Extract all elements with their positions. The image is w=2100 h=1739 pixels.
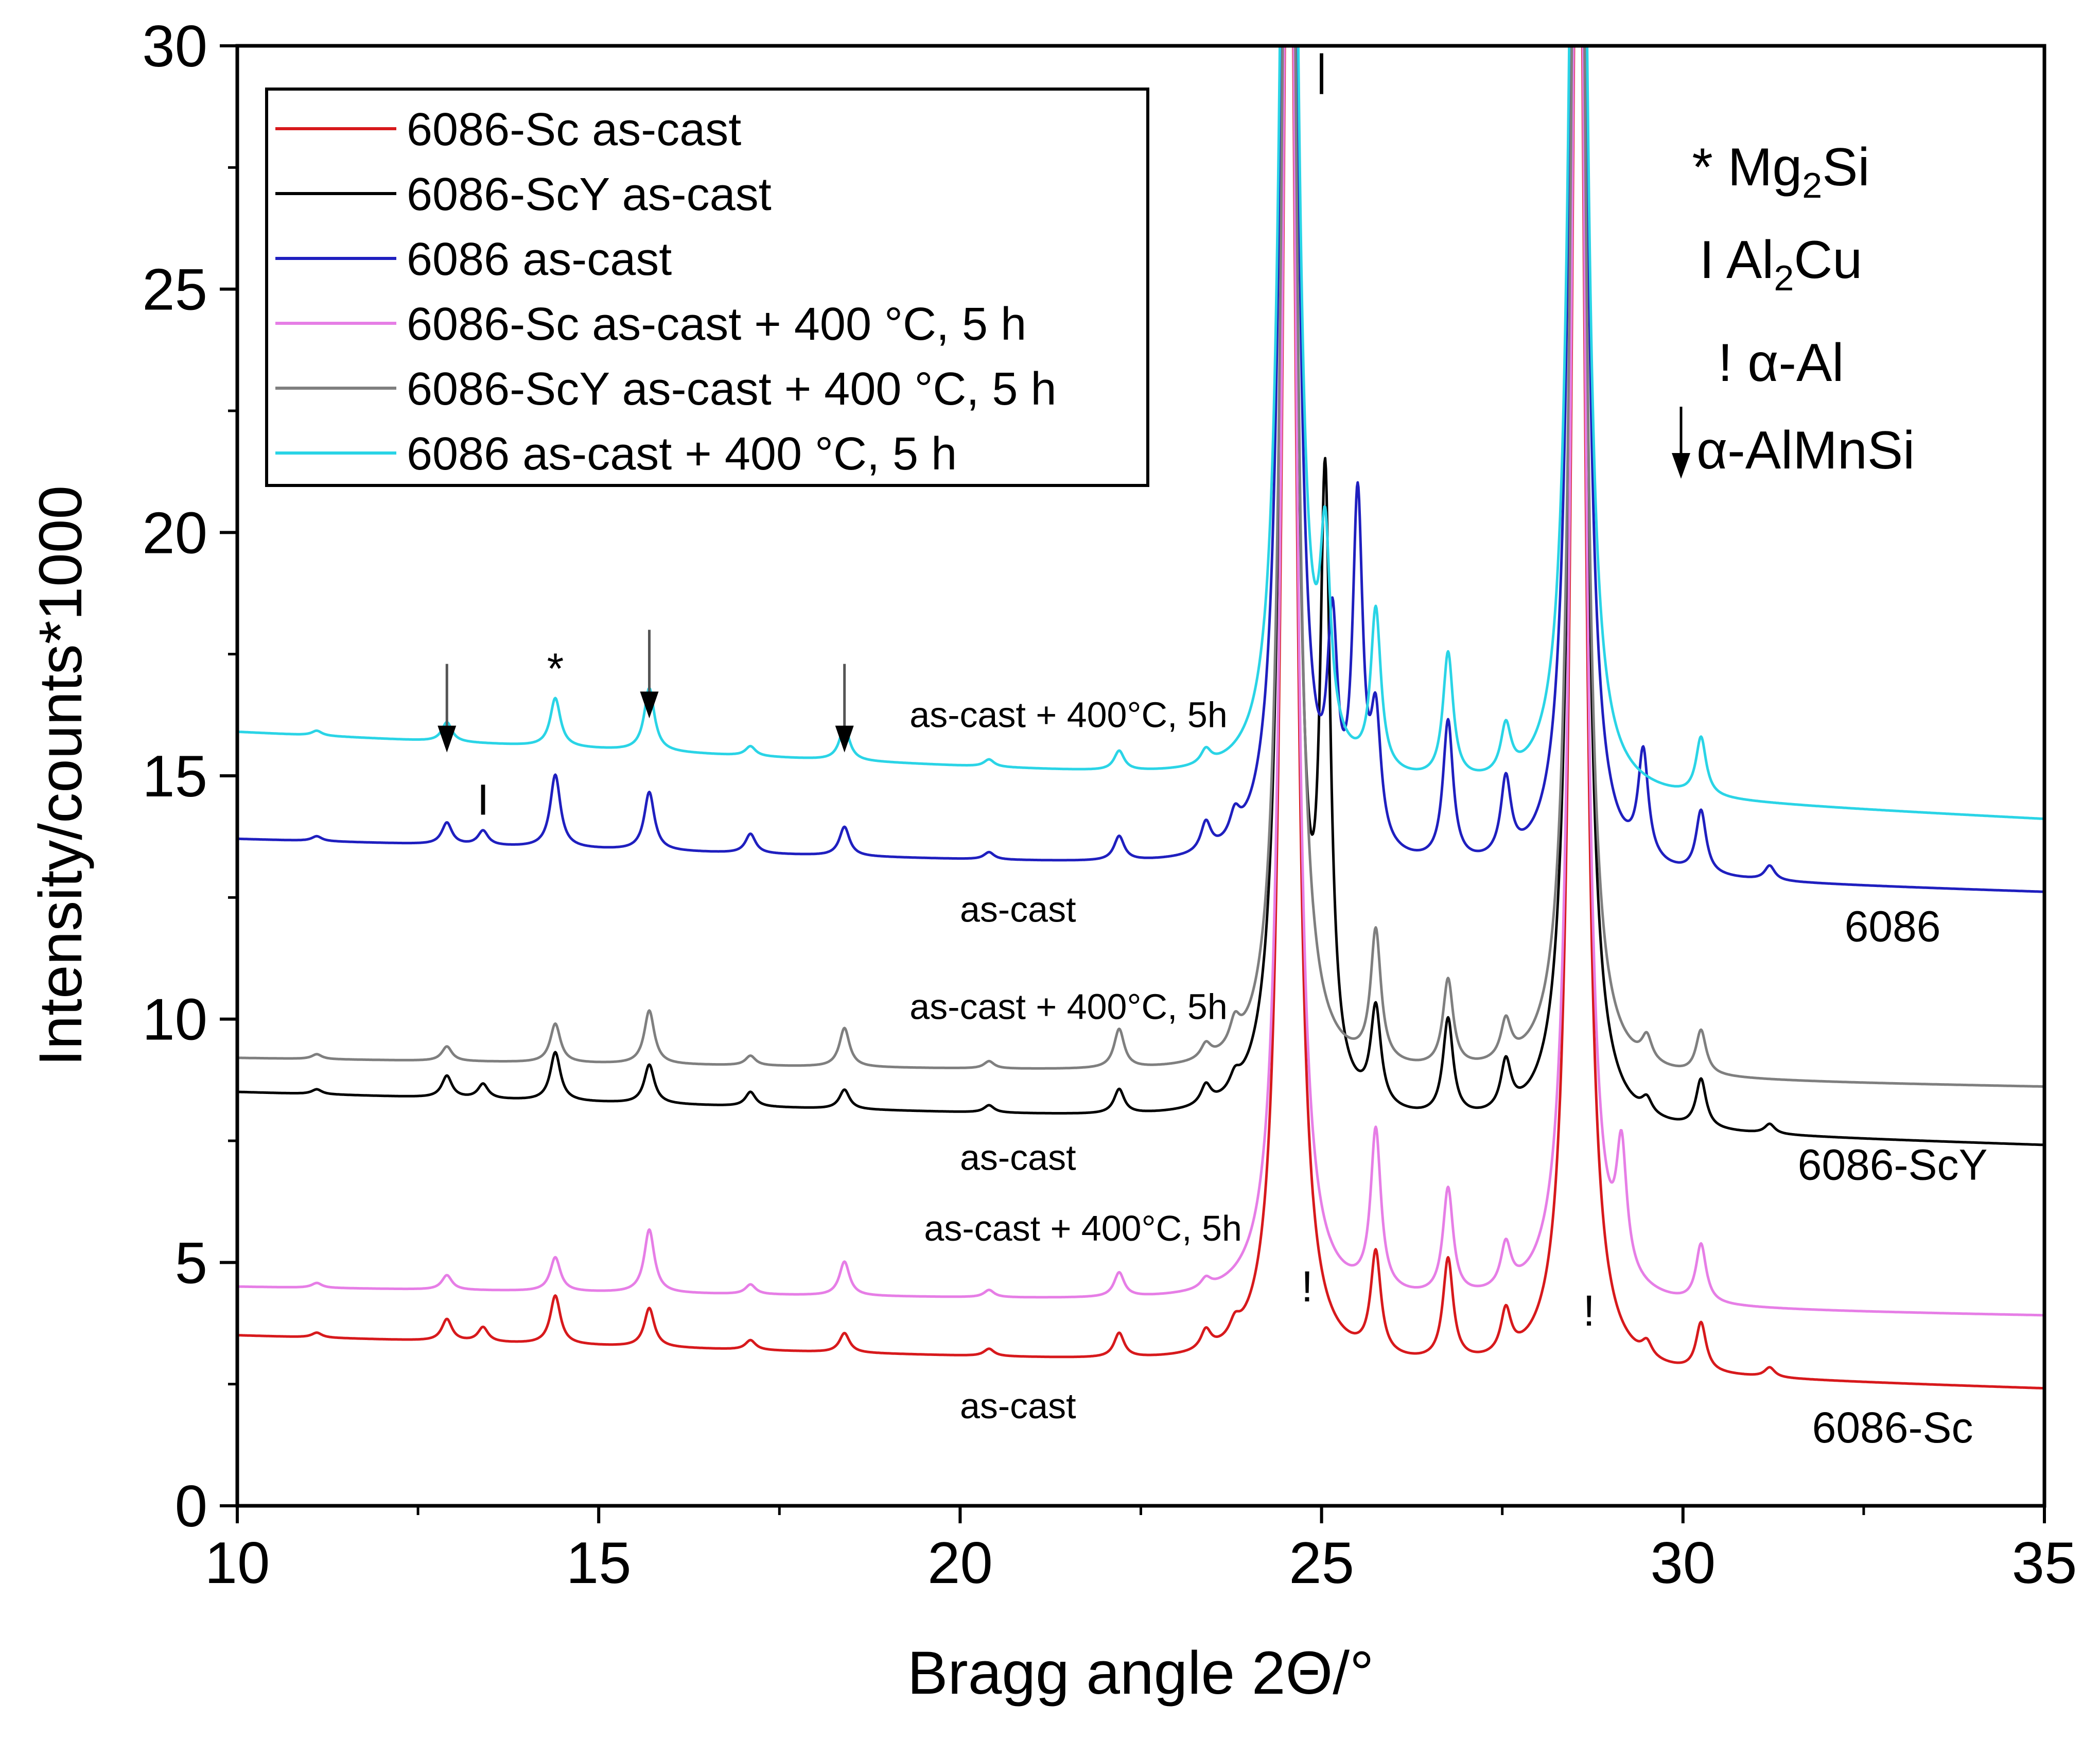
series-line-2: [237, 46, 2044, 893]
legend-label-2: 6086 as-cast: [407, 234, 672, 285]
legend-label-5: 6086 as-cast + 400 °C, 5 h: [407, 428, 957, 480]
legend-label-3: 6086-Sc as-cast + 400 °C, 5 h: [407, 299, 1026, 350]
series-line-3: [237, 46, 2044, 1317]
y-tick-label: 25: [142, 257, 207, 323]
x-tick-label: 30: [1650, 1531, 1716, 1596]
ann-sc-heat: as-cast + 400°C, 5h: [924, 1208, 1242, 1248]
phase-legend-alpha-almnsi: α-AlMnSi: [1696, 421, 1915, 480]
ann-6086-heat: as-cast + 400°C, 5h: [909, 694, 1228, 735]
legend-label-1: 6086-ScY as-cast: [407, 169, 772, 220]
ann-scy: 6086-ScY: [1798, 1141, 1988, 1189]
x-tick-label: 15: [566, 1531, 632, 1596]
y-tick-label: 15: [142, 744, 207, 809]
x-tick-label: 10: [205, 1531, 270, 1596]
series-line-1: [237, 46, 2044, 1146]
phase-legend-al2cu: I Al2Cu: [1700, 230, 1862, 298]
ann-scy-heat: as-cast + 400°C, 5h: [909, 987, 1228, 1027]
phase-legend: * Mg2Si I Al2Cu ! α-Al α-AlMnSi: [1672, 137, 1915, 480]
marker-almnsi-3-arrow-icon: [835, 664, 854, 753]
series-line-4: [237, 46, 2044, 1088]
y-axis-title: Intensity/counts*1000: [27, 485, 95, 1066]
legend: 6086-Sc as-cast 6086-ScY as-cast 6086 as-c…: [265, 88, 1149, 487]
annotations: as-cast + 400°C, 5h as-cast 6086 as-cast + …: [909, 694, 1987, 1452]
phase-legend-arrow-icon: [1672, 453, 1690, 479]
y-tick-label: 20: [142, 500, 207, 566]
ann-scy-cast: as-cast: [960, 1138, 1076, 1178]
marker-almnsi-1-arrow-icon: [437, 664, 457, 753]
legend-label-0: 6086-Sc as-cast: [407, 104, 741, 155]
marker-al-top: |: [1316, 46, 1327, 94]
marker-al-2: !: [1583, 1286, 1595, 1335]
y-tick-label: 0: [175, 1474, 207, 1539]
x-axis-title: Bragg angle 2Θ/°: [907, 1639, 1374, 1707]
marker-al-1: !: [1301, 1262, 1313, 1311]
ann-6086-cast: as-cast: [960, 890, 1076, 930]
marker-mg2si: *: [547, 644, 564, 692]
phase-legend-mg2si: * Mg2Si: [1692, 137, 1869, 205]
axes: 10 15 20 25 30 35 0 5 10 15 20 25 30: [142, 14, 2077, 1596]
y-tick-label: 30: [142, 14, 207, 79]
series-line-0: [237, 46, 2044, 1390]
legend-label-4: 6086-ScY as-cast + 400 °C, 5 h: [407, 363, 1057, 415]
marker-al2cu: I: [477, 776, 489, 824]
phase-legend-alpha-al: ! α-Al: [1718, 333, 1844, 393]
ann-sc: 6086-Sc: [1812, 1403, 1973, 1452]
peak-markers: * I!! |: [437, 46, 1595, 1335]
ann-sc-cast: as-cast: [960, 1386, 1076, 1426]
legend-items: 6086-Sc as-cast 6086-ScY as-cast 6086 as-c…: [275, 104, 1057, 480]
x-tick-label: 35: [2012, 1531, 2077, 1596]
y-tick-label: 10: [142, 987, 207, 1053]
y-tick-label: 5: [175, 1230, 207, 1296]
x-tick-label: 20: [927, 1531, 993, 1596]
series-line-5: [237, 46, 2044, 821]
series-layer: [237, 46, 2044, 1390]
marker-almnsi-2-arrow-icon: [640, 630, 659, 719]
x-tick-label: 25: [1289, 1531, 1354, 1596]
legend-box: [265, 88, 1149, 487]
ann-6086: 6086: [1845, 902, 1941, 950]
